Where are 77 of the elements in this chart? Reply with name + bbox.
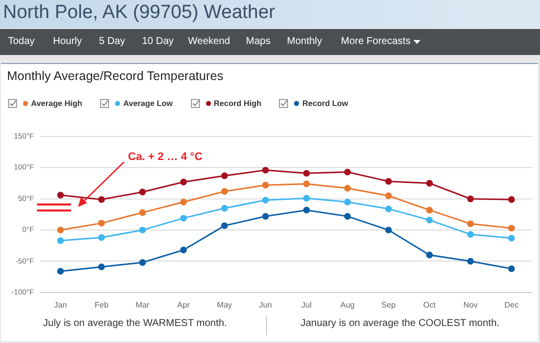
point: [57, 226, 64, 234]
x-tick-label: Jan: [54, 300, 67, 310]
point: [344, 168, 351, 176]
point: [344, 184, 351, 192]
point: [221, 204, 228, 212]
legend-label: Average High: [31, 99, 82, 108]
legend-label: Record High: [214, 99, 262, 108]
point: [57, 192, 64, 198]
point: [139, 209, 146, 216]
point: [385, 226, 392, 234]
point: [467, 196, 474, 202]
point: [344, 212, 351, 220]
x-tick-label: Dec: [504, 300, 519, 310]
x-tick-label: Jul: [301, 300, 312, 310]
point: [139, 188, 146, 196]
point: [180, 214, 187, 222]
x-tick-label: Oct: [423, 300, 436, 310]
point: [303, 170, 310, 177]
point: [508, 224, 515, 232]
x-tick-label: Feb: [94, 300, 109, 310]
x-tick-label: Apr: [177, 300, 190, 310]
point: [221, 222, 228, 230]
point: [57, 268, 64, 275]
text: 10 Day: [142, 36, 174, 47]
text: Today: [8, 36, 35, 47]
point: [180, 246, 187, 254]
point: [262, 212, 269, 220]
x-tick-label: Jun: [259, 300, 272, 310]
text: More Forecasts: [341, 36, 410, 47]
point: [139, 226, 146, 234]
point: [385, 178, 392, 185]
point: [98, 196, 105, 203]
text: July is on average the WARMEST month.: [43, 318, 227, 329]
point: [180, 178, 187, 186]
point: [426, 180, 433, 187]
point: [98, 220, 105, 227]
point: [467, 258, 474, 265]
point: [467, 231, 474, 238]
text: January is on average the COOLEST month.: [300, 318, 500, 329]
text: 5 Day: [99, 36, 126, 47]
legend-label: Average Low: [123, 99, 173, 108]
text: North Pole, AK (99705) Weather: [3, 2, 276, 24]
annotation: Ca. + 2 … 4 °C: [128, 151, 202, 164]
chart-title: Monthly Average/Record Temperatures: [7, 69, 224, 83]
point: [508, 234, 515, 242]
point: [303, 180, 310, 188]
point: [344, 198, 351, 206]
point: [221, 172, 228, 180]
point: [98, 263, 105, 270]
text: Hourly: [53, 36, 82, 47]
legend-label: Record Low: [302, 99, 348, 108]
text: Maps: [246, 36, 270, 47]
point: [303, 194, 310, 202]
x-tick-label: Nov: [463, 300, 478, 310]
point: [385, 192, 392, 200]
text: Monthly: [287, 36, 322, 47]
text: Weekend: [188, 36, 230, 47]
point: [426, 216, 433, 224]
point: [467, 220, 474, 228]
point: [262, 166, 269, 174]
point: [303, 206, 310, 214]
point: [262, 196, 269, 204]
point: [426, 252, 433, 258]
x-tick-label: Sep: [381, 300, 396, 310]
x-tick-label: May: [216, 300, 232, 310]
point: [98, 234, 105, 241]
point: [426, 206, 433, 214]
point: [508, 196, 515, 203]
point: [508, 265, 515, 272]
point: [139, 259, 146, 266]
point: [57, 237, 64, 244]
point: [180, 198, 187, 206]
x-tick-label: Aug: [340, 300, 355, 310]
x-tick-label: Mar: [136, 300, 150, 310]
point: [262, 182, 269, 188]
point: [385, 205, 392, 212]
point: [221, 188, 228, 195]
